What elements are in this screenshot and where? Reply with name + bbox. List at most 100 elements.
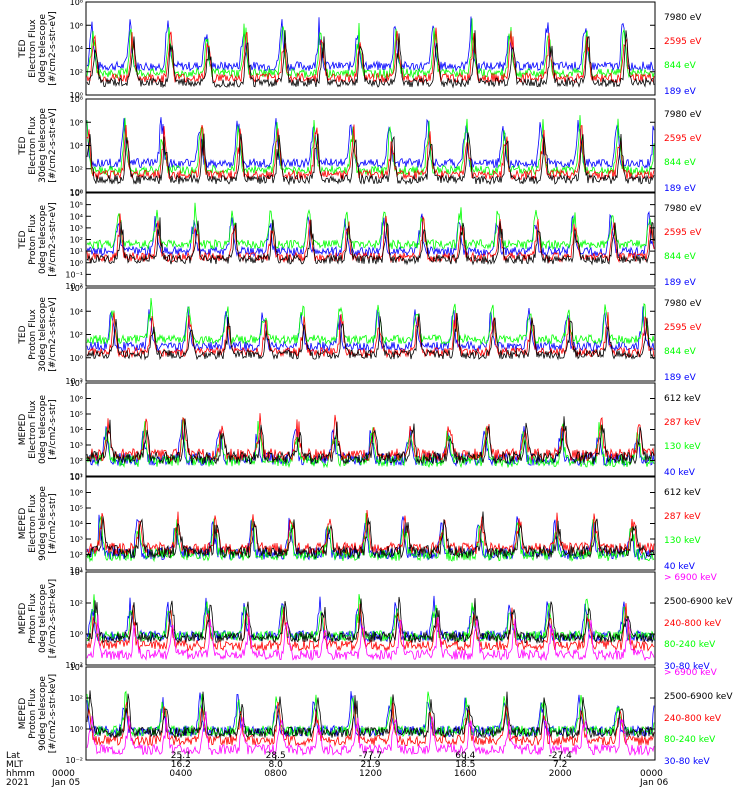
legend-entry: 2595 eV [664, 134, 702, 144]
y-axis-label-line: [#/cm2-s-str-eV] [48, 11, 58, 86]
y-tick-label: 10³ [70, 224, 83, 233]
y-tick-label: 10² [70, 68, 83, 77]
y-axis-label-line: Proton Flux [28, 214, 38, 265]
series-trace-5-4 [86, 419, 655, 467]
y-axis-label-line: [#/cm2-s-str-keV] [48, 674, 58, 753]
x-tick-label: 0000 [640, 769, 663, 779]
y-tick-label: 10⁶ [70, 189, 83, 198]
legend-entry: 844 eV [664, 158, 697, 168]
series-trace-3-1 [86, 217, 655, 266]
panel-1: 10⁰ 10² 10⁴ 10⁶ 10⁸ TEDElectron Flux0deg tele… [18, 0, 702, 100]
legend-entry: 7980 eV [664, 299, 702, 309]
legend-entry: 7980 eV [664, 204, 702, 214]
series-trace-6-3 [86, 513, 655, 563]
y-tick-label: 10⁶ [70, 21, 83, 30]
y-tick-label: 10⁷ [70, 379, 83, 388]
y-axis-label: TEDElectron Flux30deg telescope[#/cm2-s-… [18, 108, 58, 183]
y-tick-label: 10³ [70, 535, 83, 544]
legend-entry: 2500-6900 keV [664, 692, 733, 702]
series-trace-1-4 [86, 16, 655, 72]
series-trace-5-2 [86, 413, 655, 462]
time-axis-row-label: hhmm [6, 769, 35, 779]
y-axis-label-line: 0deg telescope [38, 584, 48, 654]
panel-7: 10⁻² 10⁰ 10² 10⁴ MEPEDProton Flux0deg telesc… [18, 568, 733, 672]
series-trace-2-2 [86, 124, 655, 181]
y-tick-label: 10³ [70, 441, 83, 450]
y-tick-label: 10⁰ [70, 259, 83, 268]
x-tick-label: -27.4 [549, 751, 573, 761]
series-trace-2-1 [86, 132, 655, 186]
panel-5: 10¹ 10² 10³ 10⁴ 10⁵ 10⁶ 10⁷ MEPEDElectron Flux0… [18, 379, 701, 481]
legend-entry: 189 eV [664, 373, 697, 383]
y-axis-label: TEDElectron Flux0deg telescope[#/cm2-s-s… [18, 11, 58, 86]
y-tick-label: 10² [70, 236, 83, 245]
y-tick-label: 10⁻² [65, 756, 83, 765]
legend-entry: > 6900 keV [664, 573, 718, 583]
y-axis-label-line: 0deg telescope [38, 14, 48, 84]
y-axis-label-line: TED [18, 230, 28, 249]
y-axis-label: MEPEDProton Flux90deg telescope[#/cm2-s-… [18, 674, 58, 753]
y-axis-label-line: [#/cm2-s-str] [48, 493, 58, 553]
legend-entry: 2595 eV [664, 228, 702, 238]
y-tick-label: 10⁻² [65, 377, 83, 386]
time-axis-row-label: MLT [6, 760, 24, 770]
y-tick-label: 10⁻² [65, 282, 83, 291]
legend-entry: 844 eV [664, 347, 697, 357]
y-axis-label-line: [#/cm2-s-str-eV] [48, 297, 58, 372]
legend-entry: 40 keV [664, 562, 696, 572]
y-tick-label: 10⁴ [70, 663, 83, 672]
y-tick-label: 10⁴ [70, 307, 83, 316]
plot-frame [85, 192, 656, 287]
y-axis-label-line: MEPED [18, 603, 28, 635]
y-tick-label: 10⁶ [70, 395, 83, 404]
y-tick-label: 10¹ [70, 247, 83, 256]
y-tick-label: 10⁰ [70, 725, 83, 734]
series-trace-8-2 [86, 690, 655, 740]
panel-2: 10⁰ 10² 10⁴ 10⁶ 10⁸ TEDElectron Flux30deg tel… [18, 95, 702, 197]
plot-frame [85, 571, 656, 666]
y-axis-label-line: [#/cm2-s-str-eV] [48, 108, 58, 183]
y-axis-label: MEPEDProton Flux0deg telescope[#/cm2-s-s… [18, 579, 58, 658]
legend-entry: 7980 eV [664, 13, 702, 23]
series-trace-6-1 [86, 511, 655, 560]
legend-entry: 189 eV [664, 87, 697, 97]
x-tick-label: 28.5 [266, 751, 286, 761]
legend-entry: 30-80 keV [664, 757, 710, 767]
panel-3: 10⁻² 10⁻¹ 10⁰ 10¹ 10² 10³ 10⁴ 10⁵ 10⁶ TEDProton F… [18, 189, 702, 291]
y-axis-label-line: Proton Flux [28, 688, 38, 739]
series-trace-6-4 [86, 514, 655, 561]
y-tick-label: 10¹ [70, 566, 83, 575]
time-axis-row-label: 2021 [6, 778, 29, 788]
y-axis-label-line: Proton Flux [28, 309, 38, 360]
legend-entry: 2500-6900 keV [664, 597, 733, 607]
series-trace-6-2 [86, 509, 655, 556]
series-trace-7-4 [86, 594, 655, 643]
series-trace-4-4 [86, 306, 655, 353]
y-tick-label: 10⁻² [65, 661, 83, 670]
y-tick-label: 10² [70, 457, 83, 466]
y-tick-label: 10² [70, 165, 83, 174]
x-tick-label: 2000 [549, 769, 572, 779]
y-axis-label: MEPEDElectron Flux90deg telescope[#/cm2-… [18, 486, 58, 561]
x-tick-label: Jan 06 [639, 778, 668, 788]
legend-entry: 240-800 keV [664, 714, 722, 724]
series-trace-7-1 [86, 614, 655, 662]
series-trace-7-2 [86, 596, 655, 645]
y-axis-label-line: 0deg telescope [38, 205, 48, 275]
y-tick-label: 10⁴ [70, 45, 83, 54]
y-tick-label: 10⁰ [70, 188, 83, 197]
legend-entry: 844 eV [664, 61, 697, 71]
legend-entry: 287 keV [664, 512, 701, 522]
legend-entry: 40 keV [664, 468, 696, 478]
y-axis-label-line: [#/cm2-s-str-eV] [48, 202, 58, 277]
x-tick-label: 1200 [359, 769, 382, 779]
y-tick-label: 10² [70, 599, 83, 608]
y-axis-label-line: Electron Flux [28, 400, 38, 459]
x-tick-label: 16.2 [171, 760, 191, 770]
series-trace-5-1 [86, 416, 655, 465]
x-tick-label: 0800 [264, 769, 287, 779]
y-tick-label: 10² [70, 331, 83, 340]
